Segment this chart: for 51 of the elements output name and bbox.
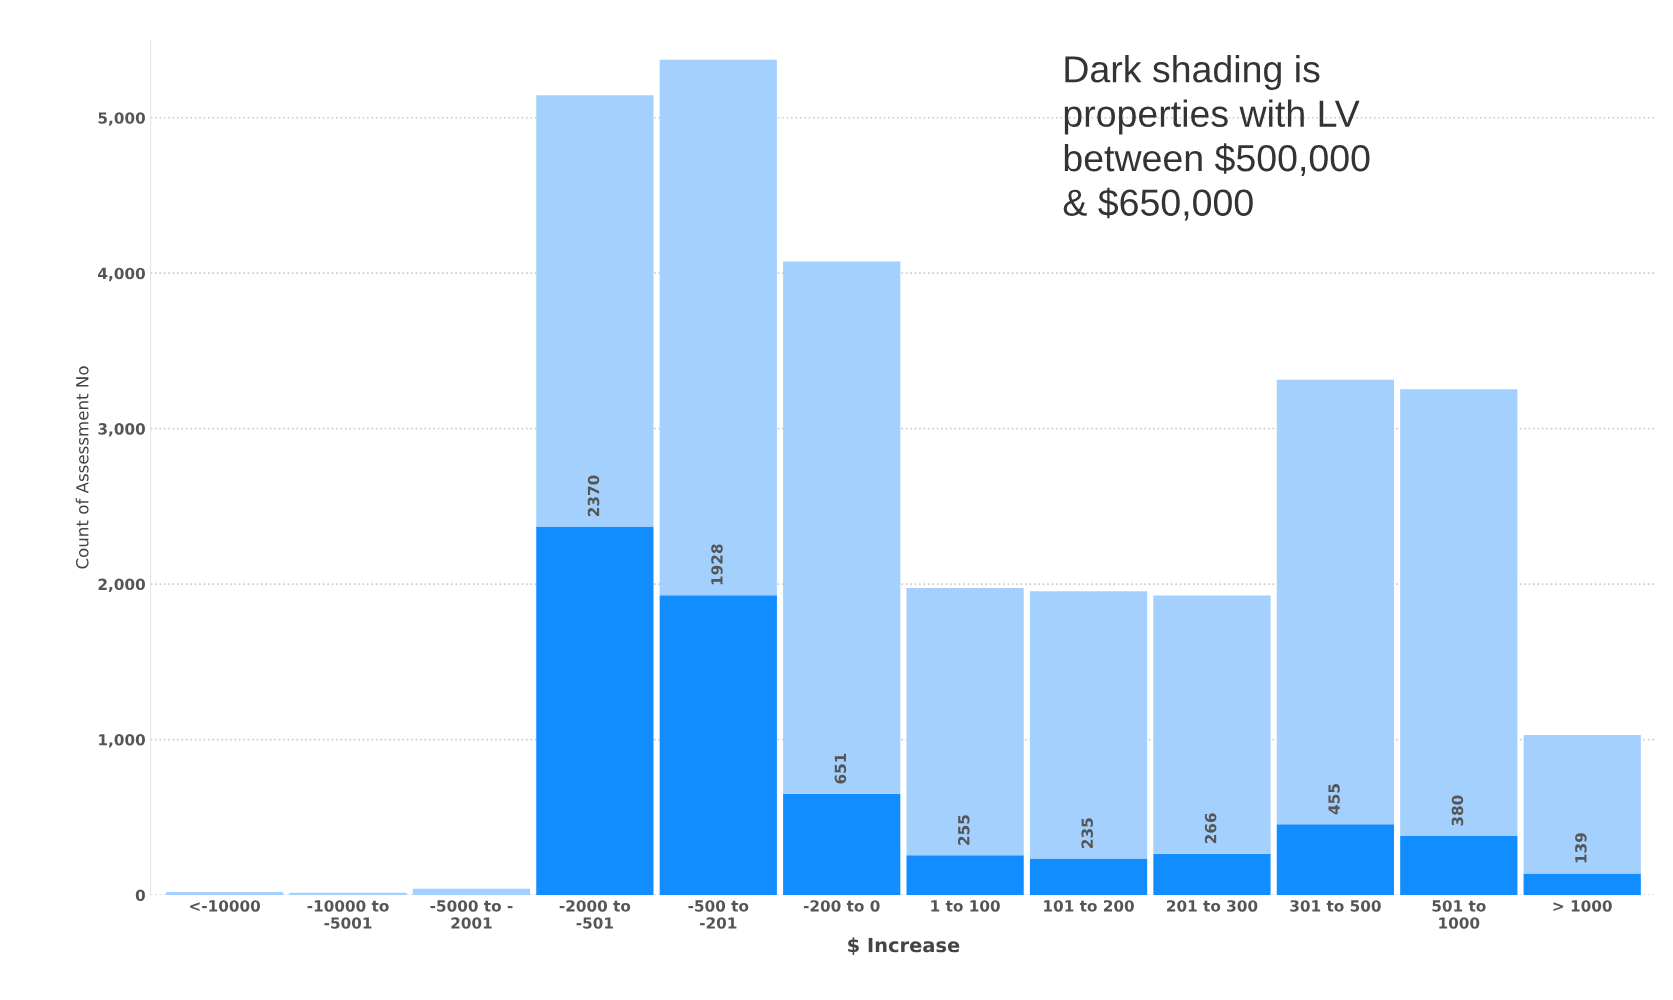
bar: [1523, 735, 1641, 874]
data-label: 1928: [711, 544, 723, 585]
bar: [536, 95, 654, 527]
x-tick-label: <-10000: [190, 900, 261, 912]
y-tick-label: 1,000: [99, 734, 145, 748]
annotation: Dark shading is properties with LV between $500,000 & $650,000: [1063, 55, 1370, 221]
x-tick-label: -5000 to - 2001: [430, 900, 513, 929]
bar: [659, 59, 777, 596]
bar: [783, 261, 901, 794]
x-tick-label: 501 to 1000: [1432, 900, 1486, 929]
bar: [536, 526, 654, 895]
data-label: 266: [1204, 813, 1217, 844]
data-label: 139: [1575, 833, 1587, 863]
data-label: 651: [834, 753, 847, 784]
bar: [1400, 835, 1518, 895]
bar: [906, 587, 1024, 856]
x-tick-label: 201 to 300: [1167, 900, 1258, 912]
bar: [1523, 873, 1641, 895]
x-tick-label: -200 to 0: [803, 900, 880, 912]
bar: [1400, 389, 1518, 836]
x-tick-label: -10000 to -5001: [307, 900, 389, 929]
y-axis-title: Count of Assessment No: [75, 366, 89, 569]
x-axis-title: $ Increase: [848, 937, 960, 955]
bar: [412, 888, 531, 895]
x-tick-label: 101 to 200: [1044, 900, 1134, 912]
bar: [1276, 379, 1395, 825]
x-tick-label: -2000 to -501: [559, 900, 631, 929]
y-tick-label: 5,000: [98, 112, 145, 126]
y-tick-label: 4,000: [98, 267, 145, 282]
x-tick-label: > 1000: [1553, 900, 1612, 912]
bar: [1276, 824, 1395, 895]
bar: [1153, 595, 1271, 854]
y-tick-label: 2,000: [98, 578, 145, 593]
data-label: 255: [958, 815, 970, 845]
data-label: 455: [1328, 784, 1340, 815]
y-tick-label: 3,000: [98, 423, 145, 437]
data-label: 235: [1081, 818, 1093, 848]
bar: [1029, 858, 1148, 895]
x-tick-label: -500 to -201: [688, 900, 749, 929]
bar: [166, 891, 284, 895]
y-tick-label: 0: [135, 889, 145, 902]
bar: [906, 855, 1024, 895]
bar: [289, 892, 407, 895]
data-label: 2370: [587, 475, 600, 517]
x-tick-label: 1 to 100: [931, 900, 1000, 912]
bar: [783, 793, 901, 895]
data-label: 380: [1451, 795, 1464, 826]
x-tick-label: 301 to 500: [1290, 900, 1381, 912]
bar: [1029, 591, 1148, 859]
bar: [1153, 853, 1271, 895]
bar: [659, 595, 777, 895]
